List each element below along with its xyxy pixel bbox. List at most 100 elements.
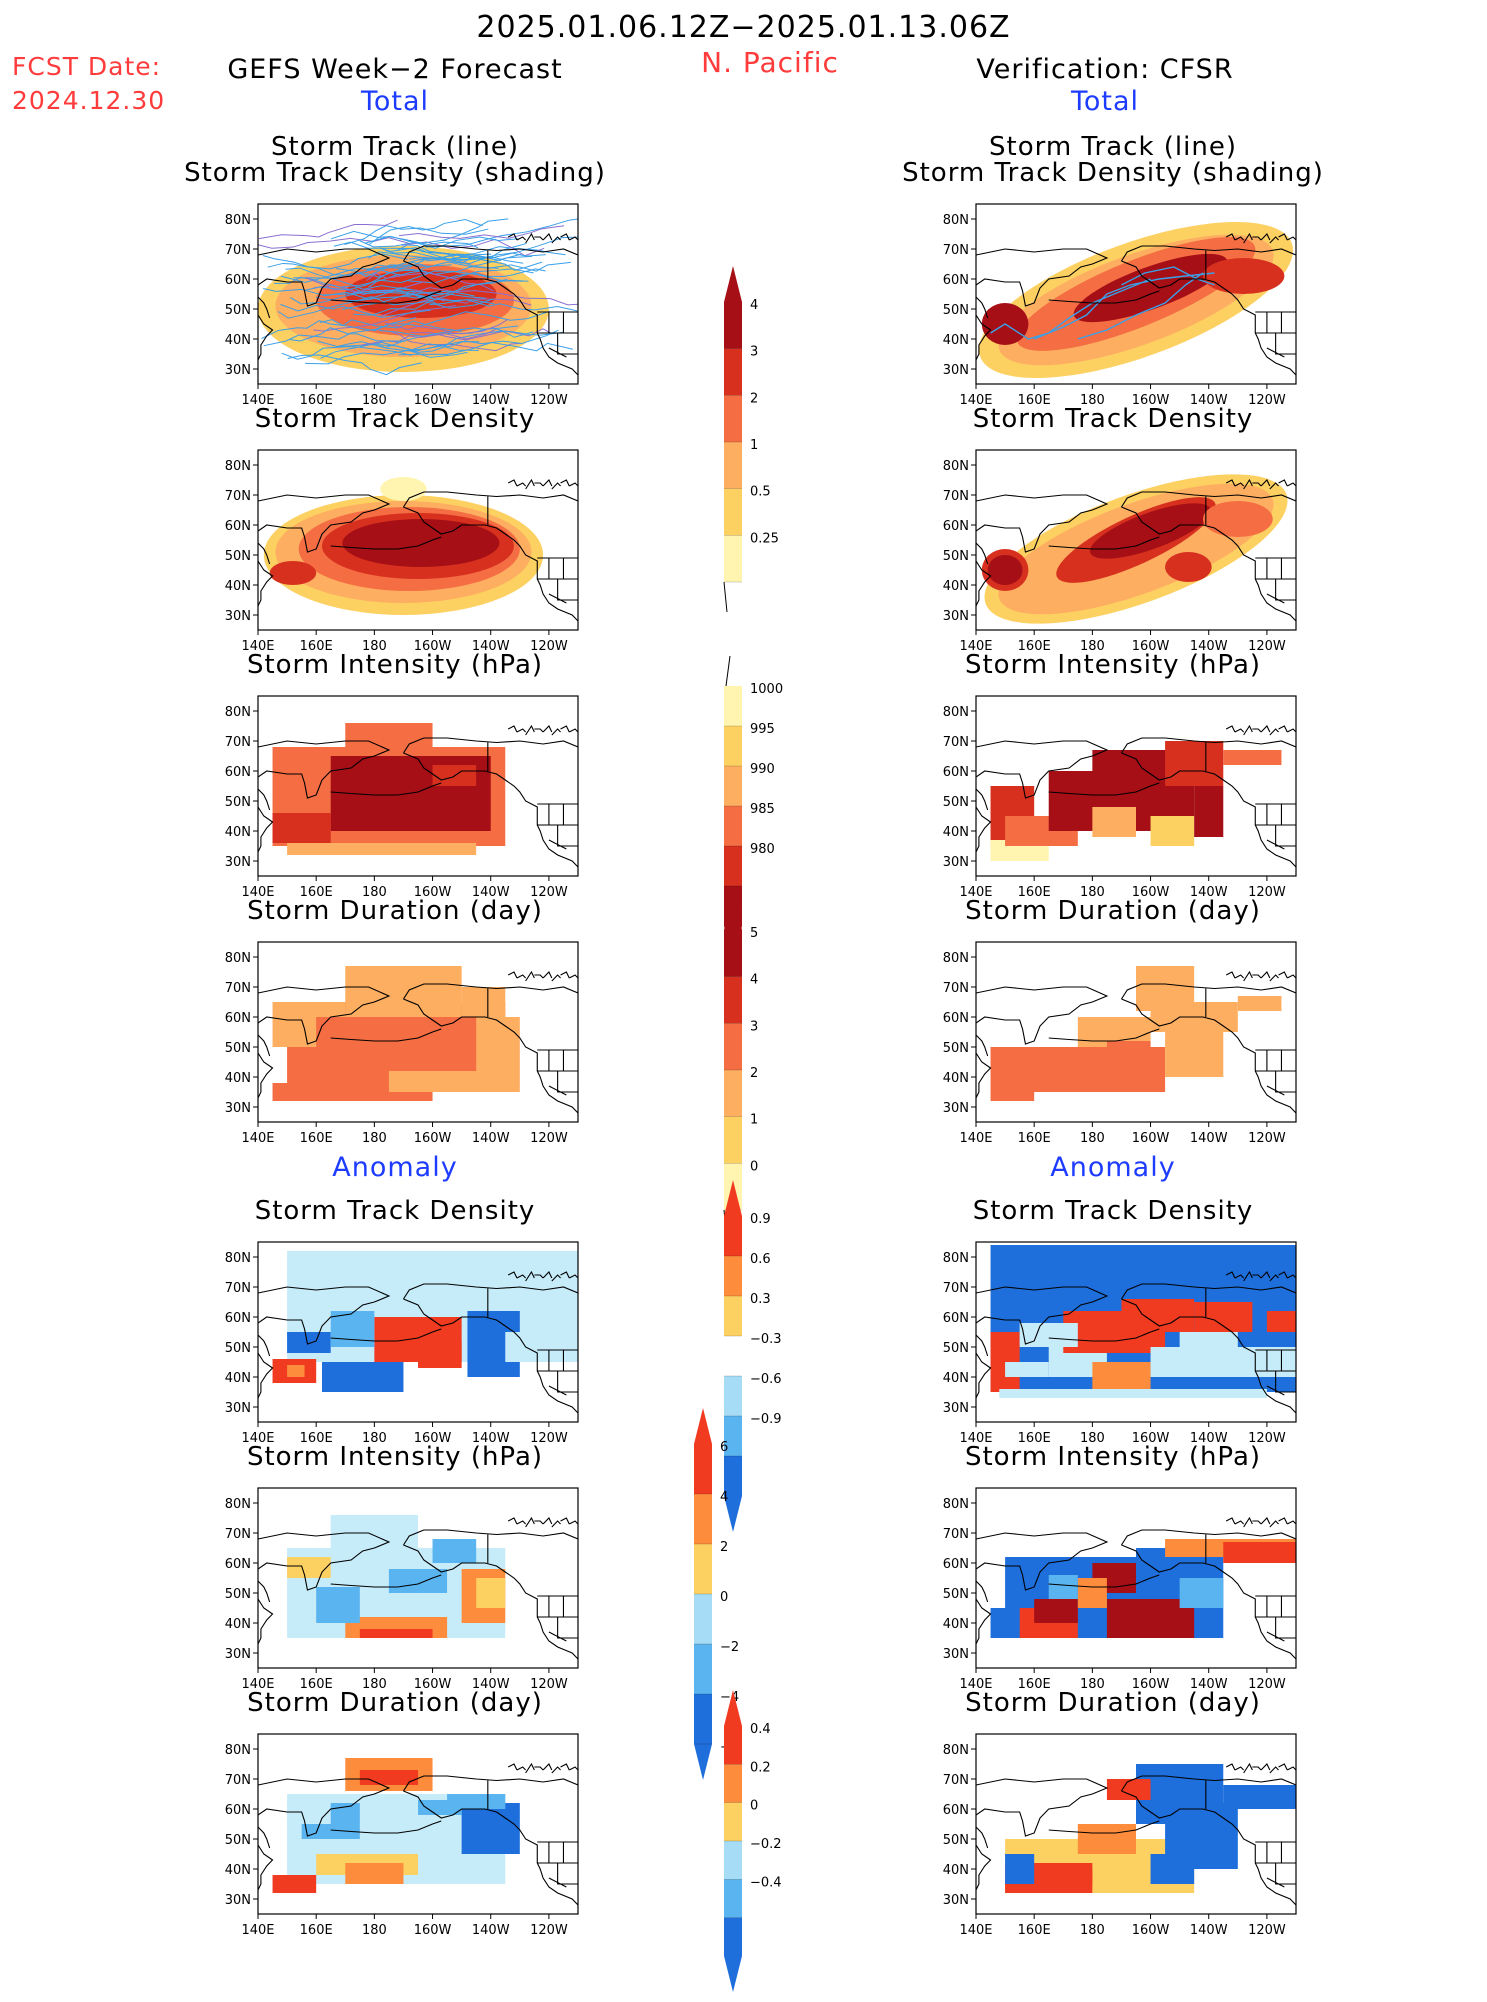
lon-tick-label: 140E xyxy=(959,1677,992,1692)
colorbar-label: 4 xyxy=(720,1490,728,1505)
right-anom-duration-title: Storm Duration (day) xyxy=(965,1688,1261,1718)
lat-tick-label: 80N xyxy=(943,951,969,966)
colorbar-label: 4 xyxy=(750,298,758,313)
lat-tick-label: 80N xyxy=(943,1497,969,1512)
lat-tick-label: 60N xyxy=(225,1803,251,1818)
lon-tick-label: 120W xyxy=(530,1131,568,1146)
left-column-subtitle: Total xyxy=(360,86,430,117)
colorbar-label: 0.3 xyxy=(750,1292,771,1307)
lon-tick-label: 140E xyxy=(959,639,992,654)
lon-tick-label: 140W xyxy=(472,1677,510,1692)
lat-tick-label: 50N xyxy=(225,303,251,318)
lon-tick-label: 140W xyxy=(1190,1677,1228,1692)
colorbar-label: 0.6 xyxy=(750,1252,771,1267)
lon-tick-label: 160E xyxy=(1018,885,1051,900)
lon-tick-label: 140E xyxy=(959,885,992,900)
left-anomaly-heading: Anomaly xyxy=(332,1152,458,1183)
lon-tick-label: 160W xyxy=(414,1131,452,1146)
right-anom-duration-map: 80N 70N 60N 50N 40N 30N 140E 160E 180 160W 140W 120… xyxy=(928,1726,1302,1944)
lat-tick-label: 50N xyxy=(943,1587,969,1602)
lon-tick-label: 140W xyxy=(1190,1923,1228,1938)
lon-tick-label: 160E xyxy=(1018,1923,1051,1938)
lon-tick-label: 140W xyxy=(1190,885,1228,900)
lat-tick-label: 40N xyxy=(943,1617,969,1632)
lat-tick-label: 60N xyxy=(943,1803,969,1818)
colorbar-label: 990 xyxy=(750,762,775,777)
lat-tick-label: 80N xyxy=(943,459,969,474)
lat-tick-label: 50N xyxy=(225,1587,251,1602)
lon-tick-label: 160W xyxy=(414,1677,452,1692)
lon-tick-label: 180 xyxy=(1080,1923,1105,1938)
lat-tick-label: 30N xyxy=(943,855,969,870)
lon-tick-label: 180 xyxy=(1080,639,1105,654)
right-intensity-map: 80N 70N 60N 50N 40N 30N 140E 160E 180 160W 140W 120… xyxy=(928,688,1302,906)
lat-tick-label: 80N xyxy=(943,705,969,720)
lat-tick-label: 70N xyxy=(943,243,969,258)
lon-tick-label: 160E xyxy=(1018,639,1051,654)
colorbar-label: −0.3 xyxy=(750,1332,782,1347)
right-anom-intensity-map: 80N 70N 60N 50N 40N 30N 140E 160E 180 160W 140W 120… xyxy=(928,1480,1302,1698)
lon-tick-label: 160W xyxy=(414,1431,452,1446)
lon-tick-label: 120W xyxy=(1248,639,1286,654)
anom-duration-colorbar: 0.4 0.2 0 −0.2 −0.4 xyxy=(720,1686,800,2002)
lon-tick-label: 160E xyxy=(300,1923,333,1938)
lat-tick-label: 60N xyxy=(225,1011,251,1026)
lon-tick-label: 120W xyxy=(530,1923,568,1938)
lon-tick-label: 120W xyxy=(530,393,568,408)
lat-tick-label: 70N xyxy=(943,489,969,504)
lon-tick-label: 140E xyxy=(241,1431,274,1446)
right-intensity-title: Storm Intensity (hPa) xyxy=(964,650,1262,680)
colorbar-label: 985 xyxy=(750,802,775,817)
colorbar-label: 2 xyxy=(750,1066,758,1081)
lat-tick-label: 70N xyxy=(225,489,251,504)
lat-tick-label: 60N xyxy=(943,1011,969,1026)
lat-tick-label: 50N xyxy=(943,1833,969,1848)
lat-tick-label: 30N xyxy=(943,609,969,624)
lon-tick-label: 140E xyxy=(959,393,992,408)
colorbar-label: −0.4 xyxy=(750,1875,782,1890)
colorbar-label: −0.2 xyxy=(750,1837,782,1852)
left-anom-duration-map: 80N 70N 60N 50N 40N 30N 140E 160E 180 160W 140W 120… xyxy=(210,1726,584,1944)
lat-tick-label: 40N xyxy=(943,1071,969,1086)
colorbar-label: −0.9 xyxy=(750,1412,782,1427)
colorbar-label: 0.4 xyxy=(750,1722,771,1737)
lat-tick-label: 40N xyxy=(943,579,969,594)
lon-tick-label: 180 xyxy=(1080,1431,1105,1446)
lat-tick-label: 80N xyxy=(225,1251,251,1266)
lat-tick-label: 40N xyxy=(225,579,251,594)
left-duration-map: 80N 70N 60N 50N 40N 30N 140E 160E 180 160W 140W 120… xyxy=(210,934,584,1152)
colorbar-label: 0.5 xyxy=(750,485,771,500)
lon-tick-label: 120W xyxy=(1248,1431,1286,1446)
right-column-subtitle: Total xyxy=(1070,86,1140,117)
lat-tick-label: 50N xyxy=(943,549,969,564)
colorbar-label: 1000 xyxy=(750,682,783,697)
lon-tick-label: 160E xyxy=(300,393,333,408)
lon-tick-label: 160W xyxy=(414,1923,452,1938)
colorbar-label: 0.2 xyxy=(750,1760,771,1775)
lon-tick-label: 180 xyxy=(362,639,387,654)
lat-tick-label: 30N xyxy=(225,363,251,378)
right-anomaly-heading: Anomaly xyxy=(1050,1152,1176,1183)
lat-tick-label: 70N xyxy=(943,1281,969,1296)
lon-tick-label: 120W xyxy=(1248,393,1286,408)
lat-tick-label: 30N xyxy=(943,363,969,378)
lat-tick-label: 60N xyxy=(943,1557,969,1572)
lat-tick-label: 60N xyxy=(225,1311,251,1326)
colorbar-label: 980 xyxy=(750,842,775,857)
anom-density-colorbar: 0.9 0.6 0.3 −0.3 −0.6 −0.9 xyxy=(720,1176,800,1542)
lat-tick-label: 60N xyxy=(225,1557,251,1572)
lon-tick-label: 180 xyxy=(362,1677,387,1692)
lon-tick-label: 140W xyxy=(472,393,510,408)
lat-tick-label: 80N xyxy=(225,1497,251,1512)
lon-tick-label: 160E xyxy=(300,885,333,900)
lon-tick-label: 160E xyxy=(300,1431,333,1446)
colorbar-label: 1 xyxy=(750,438,758,453)
lon-tick-label: 140W xyxy=(1190,639,1228,654)
lon-tick-label: 180 xyxy=(362,1431,387,1446)
lat-tick-label: 30N xyxy=(225,609,251,624)
lat-tick-label: 60N xyxy=(943,1311,969,1326)
lon-tick-label: 120W xyxy=(1248,1923,1286,1938)
lon-tick-label: 120W xyxy=(1248,1131,1286,1146)
colorbar-label: 0 xyxy=(750,1159,758,1174)
lon-tick-label: 120W xyxy=(1248,1677,1286,1692)
